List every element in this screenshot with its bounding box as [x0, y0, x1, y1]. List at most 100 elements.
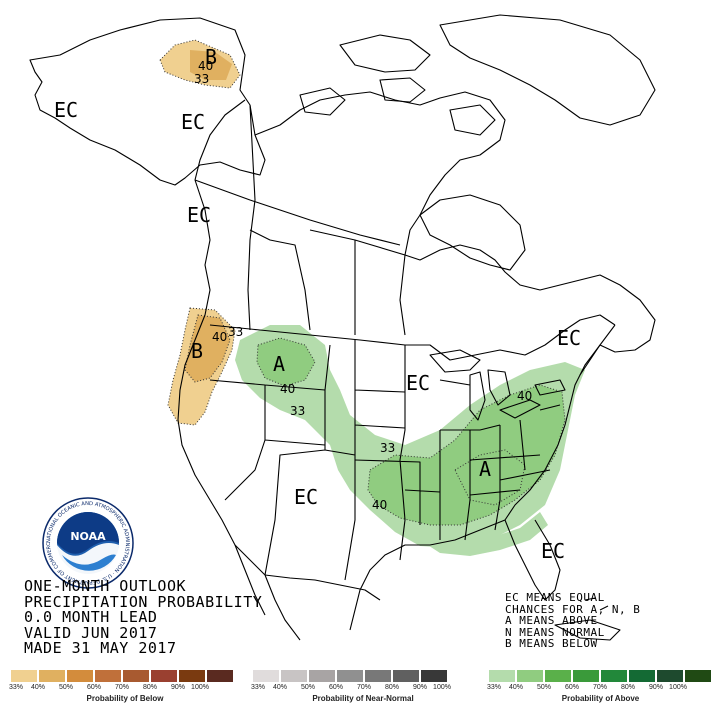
canada-line-4 — [309, 229, 356, 335]
alaska-below-40-area — [190, 50, 232, 80]
legend-normal-ticks: 33% 40% 50% 60% 70% 80% 90% 100% — [250, 684, 474, 694]
arctic-island-2 — [439, 14, 656, 126]
ec-label-midwest: EC — [406, 371, 431, 395]
legend-normal-swatch — [392, 669, 420, 683]
title-line-5: MADE 31 MAY 2017 — [24, 639, 177, 657]
legend-above-swatch — [572, 669, 600, 683]
title-line-1: ONE-MONTH OUTLOOK — [24, 577, 187, 595]
alaska-canada-border — [194, 99, 246, 181]
contour-label-plains-33: 33 — [290, 404, 306, 418]
legend-above-swatch — [628, 669, 656, 683]
legend-above-ticks: 33% 40% 50% 60% 70% 80% 90% 100% — [486, 684, 713, 694]
contour-label-central-33: 33 — [380, 441, 396, 455]
legend-normal: 33% 40% 50% 60% 70% 80% 90% 100% Probability of… — [250, 669, 474, 703]
lake-michigan — [469, 371, 486, 421]
legend-above-swatch — [600, 669, 628, 683]
legend-below-tick: 50% — [58, 684, 74, 691]
key-line-3: A MEANS ABOVE — [505, 614, 598, 628]
legend-normal-tick: 90% — [412, 684, 428, 691]
a-label-southeast: A — [479, 457, 492, 481]
legend-above-tick: 60% — [564, 684, 580, 691]
b-label-northwest: B — [191, 339, 204, 363]
bahamas — [584, 597, 609, 611]
legend-below-swatch — [122, 669, 150, 683]
legend-above-tick: 90% — [648, 684, 664, 691]
contour-label-nw-33: 33 — [228, 325, 244, 339]
key-line-2: CHANCES FOR A, N, B — [505, 602, 641, 616]
montana-above-40-area — [257, 338, 315, 386]
noaa-logo: NOAA NATIONAL OCEANIC AND ATMOSPHERIC AD… — [42, 497, 134, 589]
southeast-50-contour — [454, 449, 526, 506]
mexico-west-coast — [264, 574, 301, 641]
legend-above-swatch — [544, 669, 572, 683]
legend-normal-caption: Probability of Near-Normal — [312, 694, 414, 703]
ec-label-southwest: EC — [294, 485, 319, 509]
legend-above-tick: 33% — [486, 684, 502, 691]
legend-below-tick: 40% — [30, 684, 46, 691]
contour-label-mt-40: 40 — [280, 382, 296, 396]
legend-normal-swatch — [336, 669, 364, 683]
legend-below-tick: 100% — [191, 684, 209, 691]
legend-normal-tick: 33% — [250, 684, 266, 691]
arctic-island-3 — [379, 77, 426, 103]
pacific-coast — [177, 179, 266, 576]
baja-coast — [234, 544, 266, 616]
contour-label-se-40: 40 — [372, 498, 388, 512]
legend-normal-swatch — [364, 669, 392, 683]
state-lines-west — [209, 344, 356, 581]
ec-label-maine: EC — [557, 326, 582, 350]
ec-label-florida: EC — [541, 539, 566, 563]
arctic-island-4 — [299, 87, 346, 116]
ec-label-bc-coast: EC — [187, 203, 212, 227]
gulf-coast — [349, 519, 506, 631]
legend-above-tick: 100% — [669, 684, 687, 691]
legend-normal-swatch — [252, 669, 280, 683]
lake-ontario — [534, 379, 566, 396]
legend-above-swatch — [656, 669, 684, 683]
legend-normal-swatch — [420, 669, 448, 683]
us-canada-border — [209, 314, 616, 361]
legend-above-swatch — [516, 669, 544, 683]
legend-above-swatch — [684, 669, 712, 683]
ec-label-alaska-west: EC — [54, 98, 79, 122]
key-block: EC MEANS EQUAL CHANCES FOR A, N, B A MEA… — [505, 592, 640, 650]
legend-below-swatch — [10, 669, 38, 683]
b-label-alaska: B — [205, 45, 218, 69]
cuba — [554, 619, 621, 641]
legend-above-tick: 80% — [620, 684, 636, 691]
northwest-40-contour — [184, 314, 231, 383]
a-label-montana: A — [273, 352, 286, 376]
us-mexico-border — [264, 574, 381, 601]
legend-below-tick: 90% — [170, 684, 186, 691]
state-lines-east — [439, 379, 561, 541]
legend-above-tick: 50% — [536, 684, 552, 691]
legend-below-swatch — [150, 669, 178, 683]
state-lines-plains — [354, 340, 441, 561]
canada-line-3 — [249, 229, 311, 331]
legend-normal-tick: 40% — [272, 684, 288, 691]
legend-normal-swatches — [252, 669, 474, 683]
canada-line-2 — [247, 104, 256, 331]
alaska-coast — [29, 17, 266, 186]
canada-arctic-coast — [254, 91, 656, 376]
atlantic-coast — [504, 324, 616, 601]
canada-line-1 — [194, 179, 401, 246]
contour-label-ak-33: 33 — [194, 72, 210, 86]
legend-above-tick: 70% — [592, 684, 608, 691]
title-line-4: VALID JUN 2017 — [24, 623, 158, 642]
legend-normal-tick: 80% — [384, 684, 400, 691]
legend-normal-tick: 100% — [433, 684, 451, 691]
key-line-5: B MEANS BELOW — [505, 637, 598, 651]
lake-huron — [487, 369, 511, 406]
legend-below-swatch — [38, 669, 66, 683]
contour-label-ne-40: 40 — [517, 389, 533, 403]
ec-label-alaska: EC — [181, 110, 206, 134]
legend-above-swatches — [488, 669, 713, 683]
legend-below-tick: 33% — [8, 684, 24, 691]
legend-below-tick: 70% — [114, 684, 130, 691]
key-line-4: N MEANS NORMAL — [505, 625, 605, 639]
legend-below-swatches — [10, 669, 240, 683]
contour-label-ak-40: 40 — [198, 59, 214, 73]
